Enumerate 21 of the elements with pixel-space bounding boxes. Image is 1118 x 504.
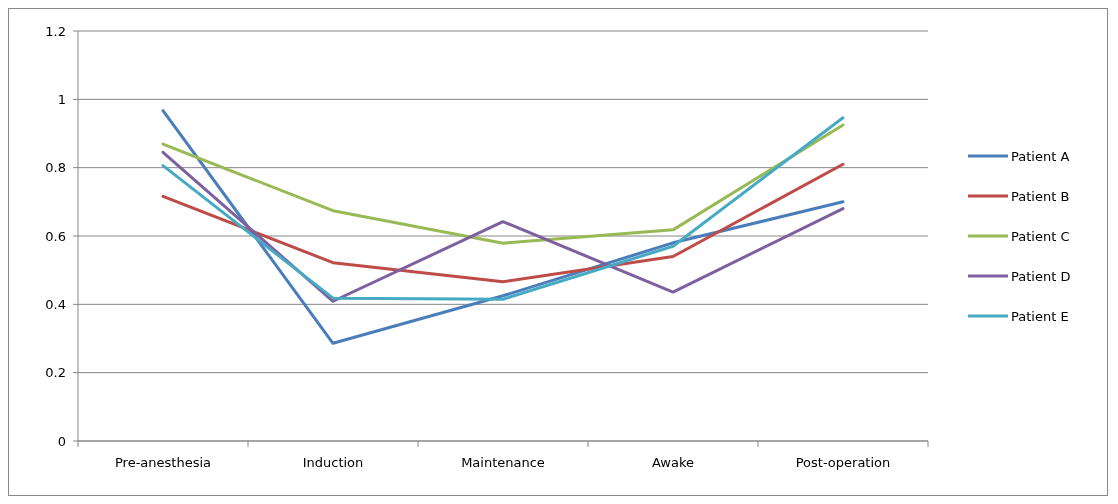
x-tick-label: Post-operation bbox=[795, 455, 891, 470]
x-tick-label: Pre-anesthesia bbox=[114, 455, 212, 470]
line-series bbox=[161, 162, 845, 284]
y-tick-label: 1.2 bbox=[45, 23, 66, 39]
legend-label: Patient B bbox=[1011, 188, 1070, 204]
legend-label: Patient C bbox=[1011, 228, 1070, 244]
y-tick-label: 0.6 bbox=[45, 228, 66, 244]
x-tick-label: Induction bbox=[302, 455, 364, 470]
y-tick-label: 0.8 bbox=[45, 160, 66, 176]
y-tick-label: 0 bbox=[57, 433, 66, 449]
legend-label: Patient E bbox=[1011, 308, 1069, 324]
line-series bbox=[161, 150, 845, 303]
legend-label: Patient A bbox=[1011, 148, 1070, 164]
x-tick-label: Maintenance bbox=[461, 455, 545, 470]
x-tick-label: Awake bbox=[651, 455, 695, 470]
line-series bbox=[161, 116, 845, 301]
y-tick-label: 0.2 bbox=[45, 365, 66, 381]
line-series bbox=[161, 123, 845, 245]
y-tick-label: 0.4 bbox=[45, 296, 66, 312]
legend-label: Patient D bbox=[1011, 268, 1071, 284]
y-tick-label: 1 bbox=[57, 91, 66, 107]
